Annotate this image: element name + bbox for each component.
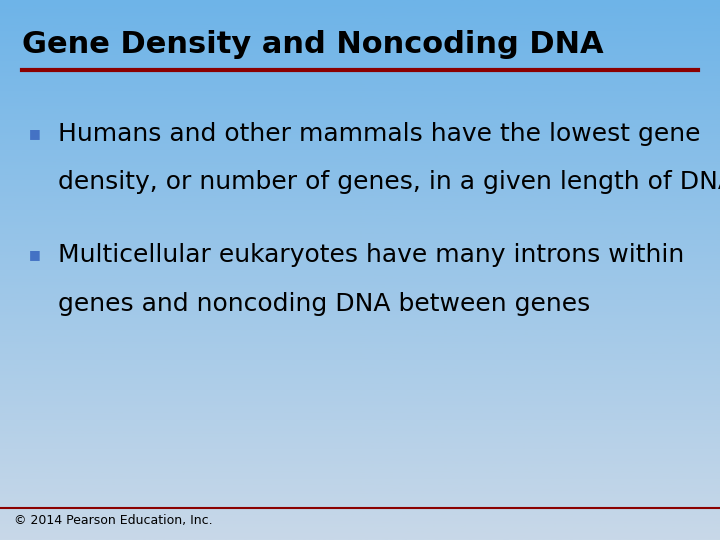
Text: ■: ■ [29, 248, 40, 261]
Text: Multicellular eukaryotes have many introns within: Multicellular eukaryotes have many intro… [58, 243, 684, 267]
Text: density, or number of genes, in a given length of DNA: density, or number of genes, in a given … [58, 170, 720, 194]
Text: Gene Density and Noncoding DNA: Gene Density and Noncoding DNA [22, 30, 603, 59]
Text: ■: ■ [29, 127, 40, 140]
Text: © 2014 Pearson Education, Inc.: © 2014 Pearson Education, Inc. [14, 514, 213, 527]
Text: Humans and other mammals have the lowest gene: Humans and other mammals have the lowest… [58, 122, 700, 145]
Text: genes and noncoding DNA between genes: genes and noncoding DNA between genes [58, 292, 590, 315]
